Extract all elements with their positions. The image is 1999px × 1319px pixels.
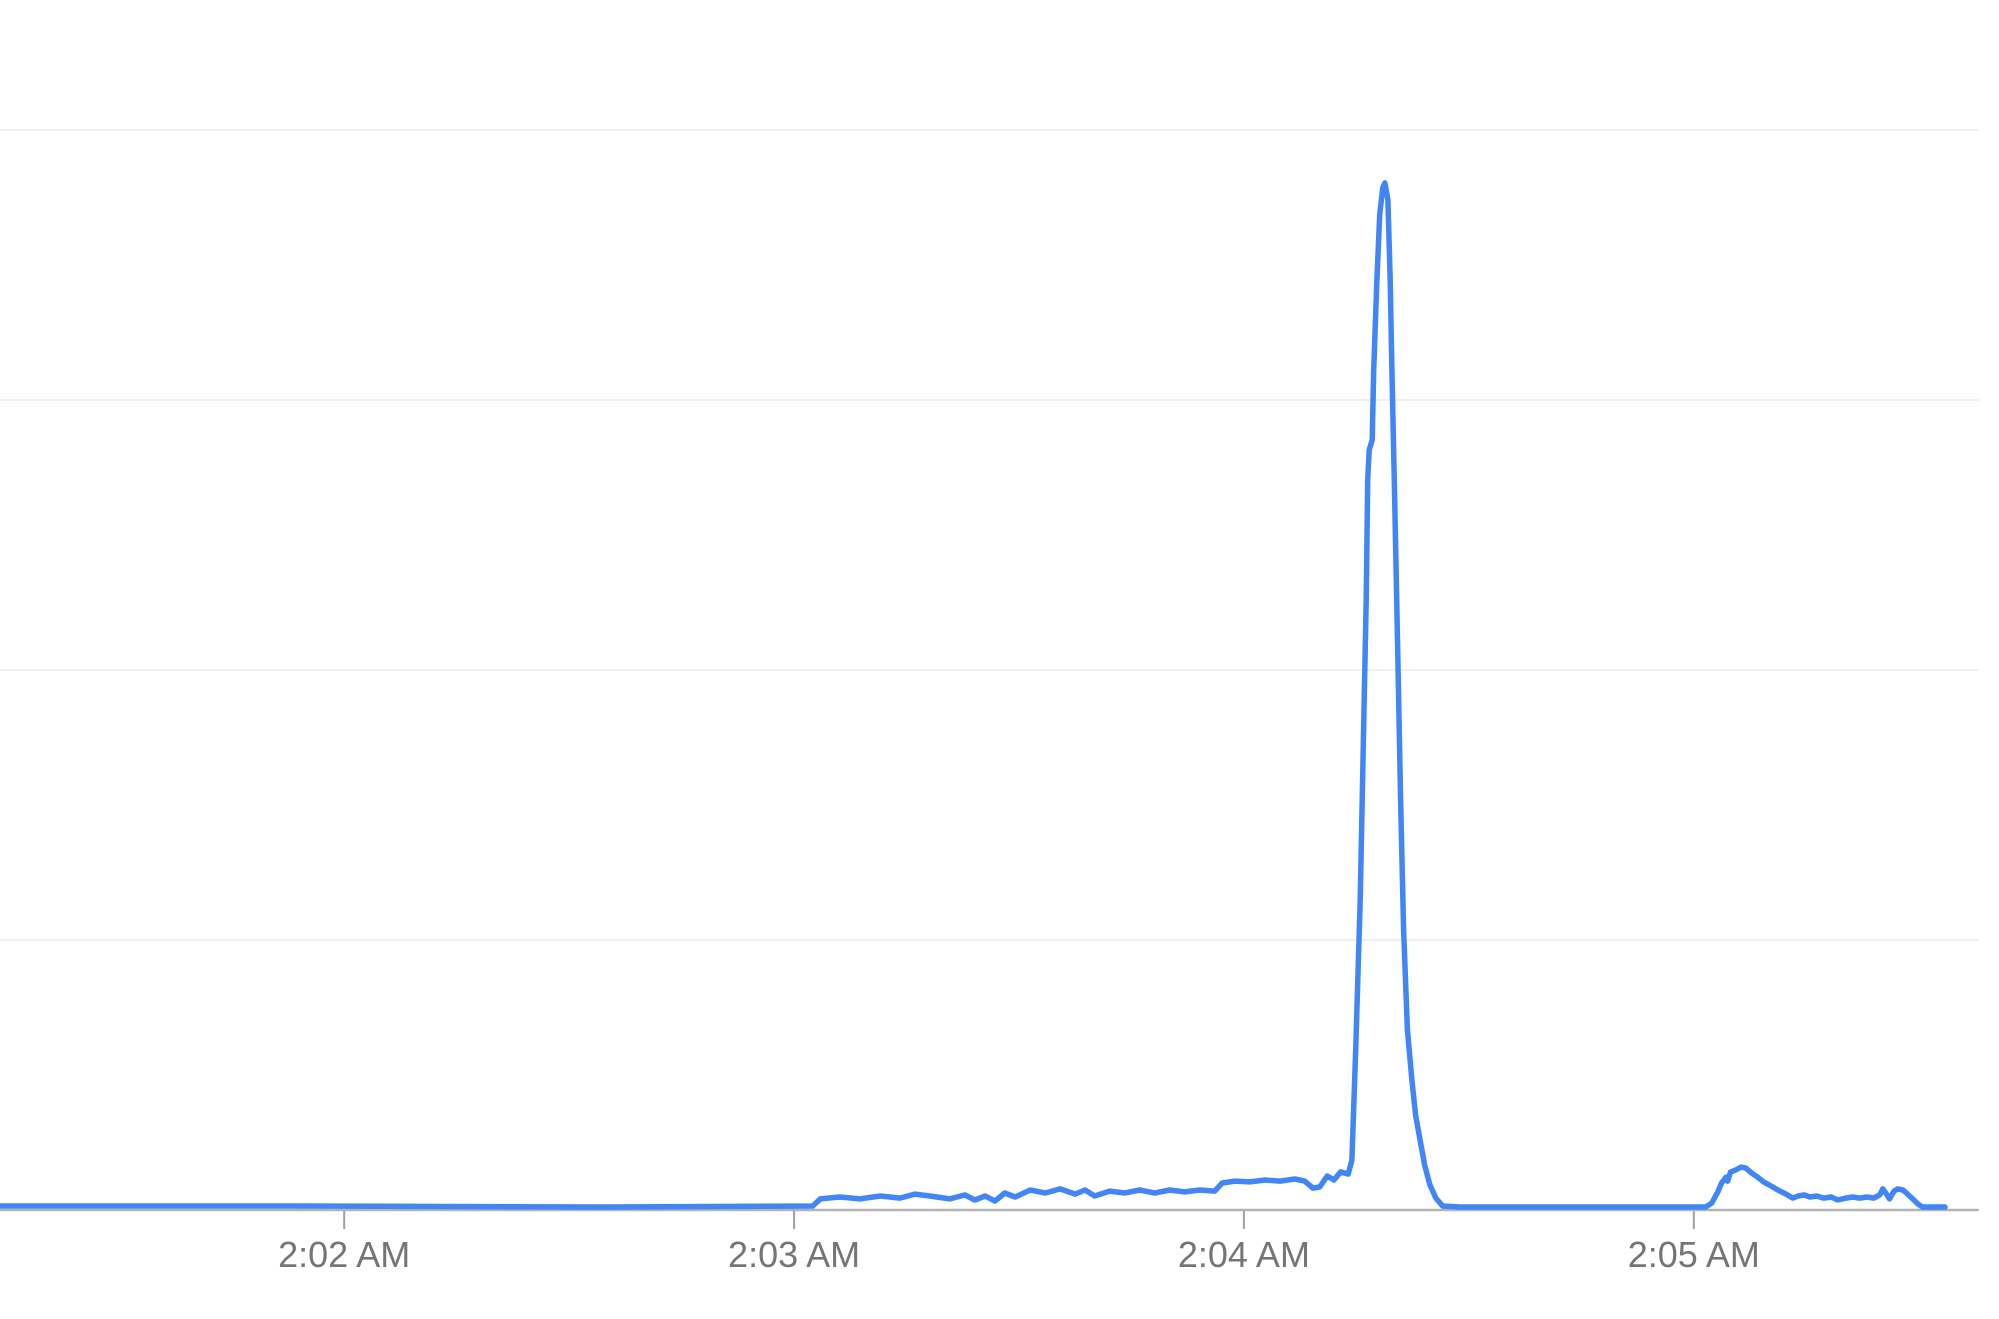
- gridlines: [0, 129, 1979, 941]
- x-axis: [0, 1208, 1979, 1229]
- x-tick-label-1: 2:03 AM: [728, 1234, 860, 1275]
- x-tick-label-3: 2:05 AM: [1628, 1234, 1760, 1275]
- series-line: [0, 180, 1948, 1210]
- series-path: [0, 180, 1948, 1210]
- x-axis-tick-labels: 2:02 AM 2:03 AM 2:04 AM 2:05 AM: [278, 1234, 1760, 1275]
- x-tick-label-2: 2:04 AM: [1178, 1234, 1310, 1275]
- x-tick-label-0: 2:02 AM: [278, 1234, 410, 1275]
